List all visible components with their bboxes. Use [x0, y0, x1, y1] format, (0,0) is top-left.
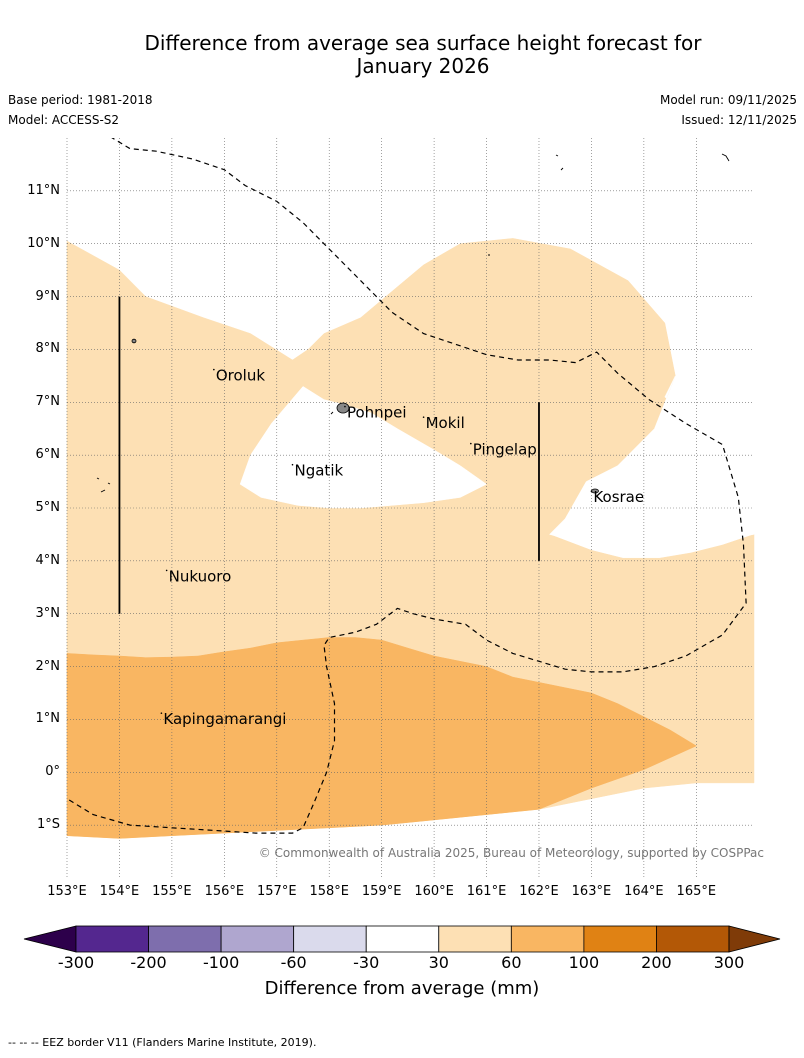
lon-tick-label: 155°E	[152, 884, 192, 899]
lat-tick-label: 3°N	[35, 605, 61, 621]
colorbar-over-arrow	[728, 925, 781, 953]
transect-lines	[118, 296, 540, 614]
lon-tick-label: 160°E	[414, 884, 454, 899]
lat-tick-label: 7°N	[35, 394, 61, 410]
place-marker	[213, 368, 215, 371]
place-marker	[470, 442, 472, 445]
lon-tick-label: 153°E	[47, 884, 87, 899]
lon-tick-label: 158°E	[309, 884, 349, 899]
sea-level-map: Oroluk Pohnpei Mokil Pingelap Ngatik Kosrae Nu…	[66, 138, 764, 878]
colorbar-segment	[583, 925, 657, 953]
base-period: Base period: 1981-2018	[8, 93, 153, 107]
neutral-patch-2	[549, 375, 755, 554]
eez-border-line	[67, 138, 747, 834]
colorbar-segment	[438, 925, 512, 953]
lat-tick-label: 8°N	[35, 341, 61, 357]
lat-tick-label: 10°N	[27, 235, 60, 251]
colorbar-tick-label: -200	[130, 953, 167, 972]
colorbar-segment	[510, 925, 585, 953]
lon-tick-label: 165°E	[676, 884, 717, 899]
model-name: Model: ACCESS-S2	[8, 113, 120, 127]
lat-tick-label: 4°N	[35, 552, 61, 568]
map-title: Difference from average sea surface heig…	[0, 32, 804, 78]
lon-tick-label: 154°E	[99, 884, 140, 899]
pohnpei-island-shape	[336, 402, 350, 414]
lon-tick-label: 159°E	[361, 884, 402, 899]
map-title-line-1: Difference from average sea surface heig…	[144, 31, 702, 55]
colorbar-tick-label: 60	[501, 953, 522, 972]
place-marker	[344, 405, 346, 408]
lon-tick-label: 161°E	[466, 884, 507, 899]
colorbar-segment	[656, 925, 730, 953]
colorbar-segment	[148, 925, 222, 953]
colorbar-tick-label: -30	[353, 953, 380, 972]
eez-footnote: -- -- -- EEZ border V11 (Flanders Marine…	[8, 1036, 317, 1049]
lat-tick-label: 2°N	[35, 658, 61, 674]
place-marker	[165, 569, 168, 572]
lon-tick-label: 164°E	[624, 884, 664, 899]
lat-tick-label: 5°N	[35, 500, 61, 515]
place-label-ngatik: Ngatik	[295, 462, 344, 480]
neutral-patch-1	[239, 386, 487, 509]
lat-tick-label: 1°N	[35, 711, 61, 727]
colorbar-tick-label: -60	[280, 953, 307, 972]
model-run-date: Model run: 09/11/2025	[659, 93, 797, 107]
lat-tick-label: 9°N	[35, 288, 61, 304]
colorbar-tick-label: -300	[57, 953, 95, 972]
lat-tick-label: 0°	[45, 764, 60, 780]
place-marker	[422, 416, 425, 418]
lon-tick-label: 157°E	[257, 884, 297, 899]
lat-tick-label: 11°N	[27, 182, 60, 198]
map-title-line-2: January 2026	[356, 54, 490, 78]
small-atolls	[96, 153, 730, 493]
lon-tick-label: 156°E	[204, 884, 245, 899]
map-credit: © Commonwealth of Australia 2025, Bureau…	[259, 846, 764, 860]
colorbar-segment	[293, 925, 367, 953]
place-label-mokil: Mokil	[426, 414, 465, 432]
place-marker	[590, 490, 593, 492]
place-label-pohnpei: Pohnpei	[347, 404, 407, 422]
place-marker	[291, 463, 294, 466]
place-label-oroluk: Oroluk	[216, 367, 265, 385]
place-label-kosrae: Kosrae	[593, 488, 644, 506]
colorbar	[23, 925, 781, 953]
colorbar-tick-label: 300	[713, 953, 745, 972]
colorbar-segment	[220, 925, 295, 953]
lon-tick-label: 162°E	[519, 884, 559, 899]
colorbar-tick-label: 200	[641, 953, 672, 972]
place-label-nukuoro: Nukuoro	[169, 567, 232, 585]
colorbar-segment	[75, 925, 149, 953]
atoll-shape	[131, 338, 137, 344]
colorbar-tick-label: -100	[202, 953, 240, 972]
neutral-regions	[239, 375, 755, 554]
colorbar-segment	[365, 925, 440, 953]
place-marker	[160, 712, 163, 714]
issued-date: Issued: 12/11/2025	[681, 113, 797, 127]
place-label-pingelap: Pingelap	[473, 441, 537, 459]
colorbar-title: Difference from average (mm)	[264, 978, 540, 999]
place-labels: Oroluk Pohnpei Mokil Pingelap Ngatik Kosrae Nu…	[160, 367, 644, 728]
colorbar-tick-label: 30	[428, 953, 449, 972]
lat-tick-label: 6°N	[35, 447, 61, 463]
place-label-kapingamarangi: Kapingamarangi	[163, 710, 286, 728]
lon-tick-label: 163°E	[571, 884, 612, 899]
colorbar-under-arrow	[23, 925, 77, 953]
eez-border	[67, 138, 747, 834]
lat-tick-label: 1°S	[36, 817, 60, 833]
colorbar-tick-label: 100	[568, 953, 600, 972]
